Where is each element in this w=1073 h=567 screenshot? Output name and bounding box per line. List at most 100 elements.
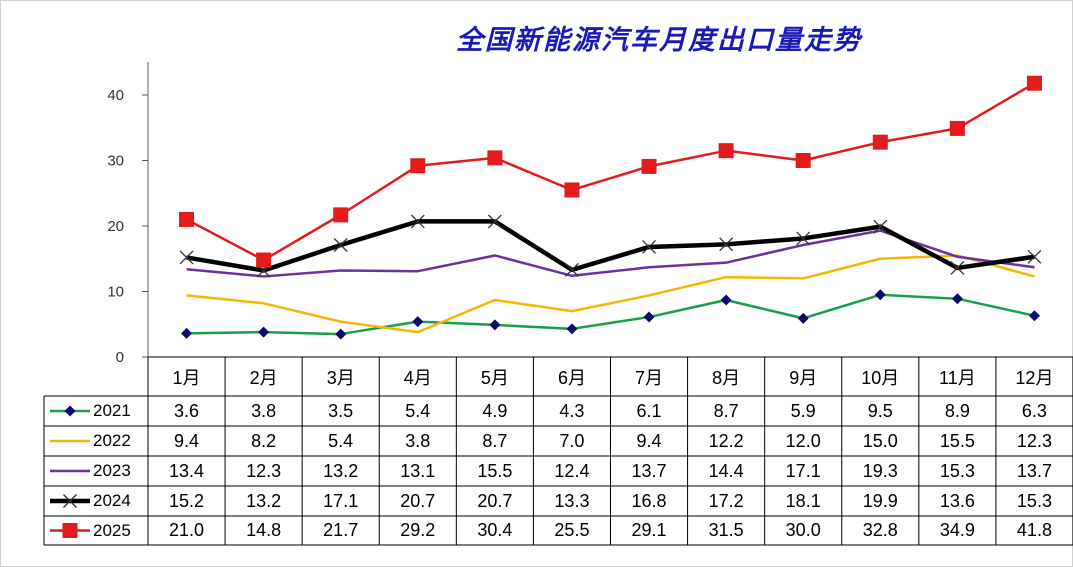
series-name-2025: 2025 <box>93 520 131 540</box>
data-label: 20.7 <box>477 490 513 511</box>
category-label: 1月 <box>172 367 201 388</box>
data-point <box>179 211 195 227</box>
data-label: 13.2 <box>323 460 359 481</box>
data-point <box>797 312 809 324</box>
data-point <box>410 158 426 174</box>
y-tick-label: 30 <box>107 153 124 170</box>
data-point <box>410 214 425 229</box>
data-label: 15.5 <box>939 430 975 451</box>
data-label: 30.0 <box>785 520 821 540</box>
data-point <box>566 323 578 335</box>
data-label: 8.2 <box>251 430 277 451</box>
data-point <box>951 293 963 305</box>
data-label: 13.7 <box>631 460 667 481</box>
data-label: 19.3 <box>862 460 898 481</box>
data-label: 34.9 <box>939 520 975 540</box>
data-point <box>1027 249 1042 264</box>
data-point <box>333 238 348 252</box>
data-label: 17.1 <box>323 490 359 511</box>
data-point <box>256 252 272 268</box>
series-line-2022 <box>186 254 1035 334</box>
data-point <box>335 328 347 340</box>
data-label: 13.3 <box>554 490 590 511</box>
data-point <box>258 326 270 338</box>
data-point <box>872 134 888 150</box>
series-2024 <box>179 214 1042 278</box>
chart-title: 全国新能源汽车月度出口量走势 <box>456 25 862 56</box>
data-point <box>487 214 502 229</box>
data-label: 15.3 <box>1016 490 1052 511</box>
data-label: 29.2 <box>400 520 436 540</box>
series-name-2022: 2022 <box>93 431 131 450</box>
data-point <box>564 182 580 198</box>
data-label: 17.2 <box>708 490 744 511</box>
data-point <box>718 143 734 159</box>
data-label: 13.6 <box>939 490 975 511</box>
data-point <box>179 250 194 265</box>
category-label: 7月 <box>635 367 664 388</box>
data-point <box>181 327 193 339</box>
y-tick-label: 40 <box>107 87 124 104</box>
legend-key-2024 <box>50 494 90 508</box>
category-label: 3月 <box>326 367 355 388</box>
data-point <box>641 158 657 174</box>
data-label: 6.1 <box>636 400 662 421</box>
data-point <box>720 294 732 306</box>
data-label: 17.1 <box>785 460 821 481</box>
category-label: 9月 <box>789 367 818 388</box>
data-label: 21.0 <box>169 520 205 540</box>
data-label: 25.5 <box>554 520 590 540</box>
data-label: 12.2 <box>708 430 744 451</box>
category-label: 10月 <box>861 367 900 388</box>
data-label: 3.6 <box>174 400 200 421</box>
category-label: 11月 <box>939 367 976 388</box>
series-line-2024 <box>186 219 1035 273</box>
data-label: 15.3 <box>939 460 975 481</box>
data-label: 13.2 <box>246 490 282 511</box>
data-label: 12.3 <box>1016 430 1052 451</box>
data-point <box>333 207 349 223</box>
data-label: 5.9 <box>790 400 816 421</box>
data-label: 21.7 <box>323 520 359 540</box>
category-label: 5月 <box>480 367 509 388</box>
data-point <box>1028 310 1040 322</box>
data-point <box>62 523 78 538</box>
category-label: 8月 <box>712 367 741 388</box>
data-label: 31.5 <box>708 520 744 540</box>
series-name-2023: 2023 <box>93 461 131 480</box>
data-point <box>64 405 76 417</box>
data-point <box>643 311 655 323</box>
legend-key-2021 <box>50 405 90 417</box>
data-point <box>642 240 657 254</box>
y-tick-label: 20 <box>107 218 124 235</box>
category-label: 4月 <box>403 367 432 388</box>
data-label: 15.2 <box>169 490 205 511</box>
data-label: 4.9 <box>482 400 508 421</box>
data-label: 13.1 <box>400 460 436 481</box>
data-point <box>63 494 77 508</box>
legend-key-2025 <box>50 523 90 538</box>
data-label: 9.5 <box>867 400 893 421</box>
data-label: 4.3 <box>559 400 585 421</box>
series-name-2024: 2024 <box>93 491 131 510</box>
data-point <box>1026 75 1042 91</box>
data-label: 18.1 <box>785 490 821 511</box>
data-label: 9.4 <box>174 430 200 451</box>
data-point <box>874 289 886 301</box>
data-point <box>796 231 811 246</box>
data-label: 20.7 <box>400 490 436 511</box>
data-label: 8.9 <box>944 400 970 421</box>
data-label: 30.4 <box>477 520 513 540</box>
data-label: 12.3 <box>246 460 282 481</box>
data-point <box>564 262 579 277</box>
data-label: 14.4 <box>708 460 744 481</box>
data-label: 8.7 <box>482 430 508 451</box>
data-label: 13.4 <box>169 460 205 481</box>
series-line-2025 <box>185 82 1036 262</box>
series-line-2021 <box>186 293 1035 336</box>
data-label: 15.5 <box>477 460 513 481</box>
series-2025 <box>179 75 1042 268</box>
data-label: 7.0 <box>559 430 585 451</box>
y-tick-label: 0 <box>116 349 124 366</box>
